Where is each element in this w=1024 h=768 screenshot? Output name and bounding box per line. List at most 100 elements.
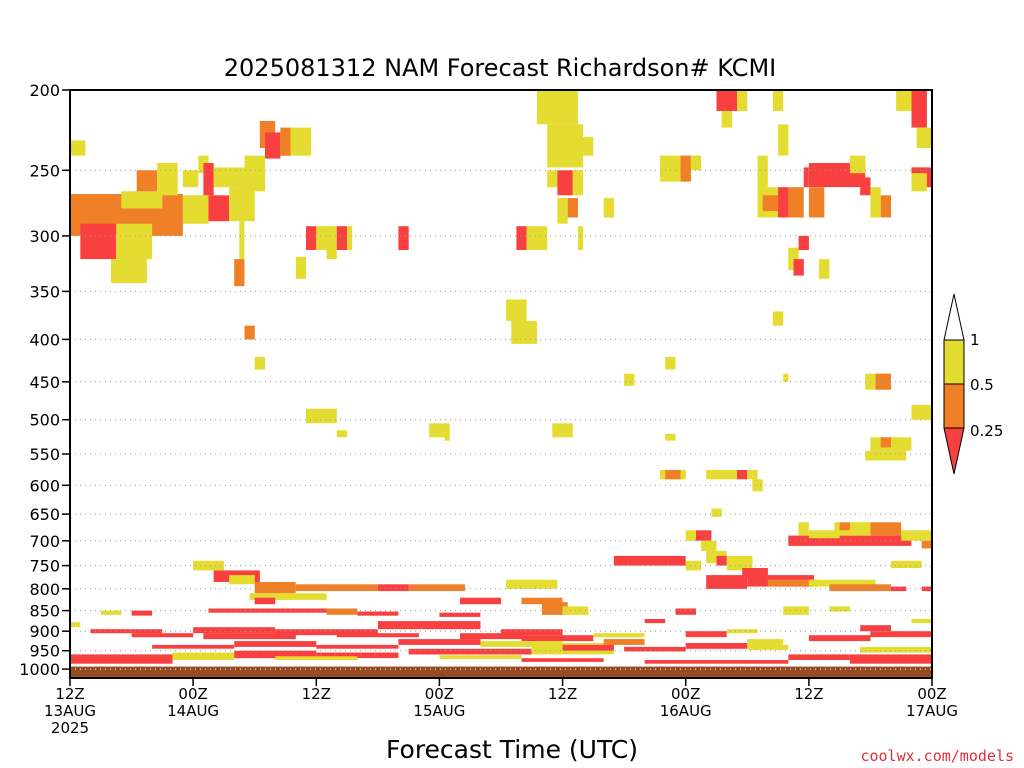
legend-box-05-1 xyxy=(943,339,965,385)
x-tick-label: 2025 xyxy=(51,719,89,737)
ri-cell xyxy=(562,644,614,651)
ri-cell xyxy=(865,450,907,461)
ri-cell xyxy=(798,522,809,536)
ri-cell xyxy=(254,597,276,605)
ri-cell xyxy=(808,579,876,587)
y-tick-label: 950 xyxy=(29,642,60,661)
ri-cell xyxy=(665,470,681,480)
ri-cell xyxy=(911,405,932,420)
ri-cell xyxy=(567,198,578,218)
ri-cell xyxy=(803,167,809,188)
y-tick-label: 650 xyxy=(29,505,60,524)
legend-lt025-arrow xyxy=(943,427,965,475)
colorbar-legend: 1 0.5 0.25 xyxy=(943,293,1003,475)
ri-cell xyxy=(511,321,537,344)
ri-cell xyxy=(742,568,768,578)
y-tick-label: 350 xyxy=(29,282,60,301)
ri-cell xyxy=(506,299,527,321)
ri-cell xyxy=(521,597,563,605)
ri-cell xyxy=(557,198,568,224)
ri-cell xyxy=(788,187,804,218)
ri-cell xyxy=(557,170,573,196)
legend-gt1-arrow xyxy=(943,293,965,341)
ri-cell xyxy=(911,173,927,192)
ri-cell xyxy=(839,522,850,531)
ri-cell xyxy=(131,633,194,638)
ri-cell xyxy=(690,155,702,171)
ri-cell xyxy=(762,195,779,212)
ri-cell xyxy=(675,608,696,615)
ri-cell xyxy=(234,259,245,287)
ri-cell xyxy=(290,127,312,156)
ri-cell xyxy=(121,191,163,209)
ri-cell xyxy=(460,597,501,605)
ri-cell xyxy=(336,430,348,438)
ri-cell xyxy=(265,132,281,159)
ri-cell xyxy=(408,648,532,655)
ri-cell xyxy=(182,170,199,188)
y-tick-label: 800 xyxy=(29,580,60,599)
ri-cell xyxy=(208,195,229,222)
ri-cell xyxy=(870,631,932,638)
ri-cell xyxy=(152,644,235,649)
ri-cell xyxy=(90,629,163,634)
y-tick-label: 700 xyxy=(29,532,60,551)
ri-cell xyxy=(70,622,81,628)
x-tick-label: 12Z xyxy=(302,685,331,703)
ri-cell xyxy=(280,127,291,156)
ri-cell xyxy=(772,311,784,326)
ri-cell xyxy=(275,629,378,636)
data-cells xyxy=(70,90,932,664)
ri-cell xyxy=(747,644,789,650)
ri-cell xyxy=(244,325,255,340)
ri-cell xyxy=(234,650,317,659)
ri-cell xyxy=(439,612,481,617)
ri-cell xyxy=(254,582,296,594)
ri-cell xyxy=(916,127,932,149)
ri-cell xyxy=(860,625,891,632)
x-tick-label: 12Z xyxy=(548,685,577,703)
ri-cell xyxy=(747,470,758,480)
y-tick-label: 200 xyxy=(29,81,60,100)
ri-cell xyxy=(808,187,825,218)
ri-cell xyxy=(552,423,573,438)
ri-cell xyxy=(819,259,830,279)
ri-cell xyxy=(783,373,789,382)
ri-cell xyxy=(578,226,584,250)
y-tick-label: 300 xyxy=(29,227,60,246)
ri-cell xyxy=(316,652,399,659)
ri-cell xyxy=(891,437,902,448)
ri-cell xyxy=(526,226,548,250)
ri-cell xyxy=(793,259,804,276)
ri-cell xyxy=(849,654,932,664)
ri-cell xyxy=(747,639,784,645)
chart-title: 2025081312 NAM Forecast Richardson# KCMI xyxy=(224,54,776,82)
ri-cell xyxy=(788,535,912,546)
ri-cell xyxy=(685,560,702,571)
ri-cell xyxy=(377,621,481,630)
ri-cell xyxy=(295,584,378,592)
ri-cell xyxy=(772,90,784,111)
ri-cell xyxy=(182,195,209,224)
ri-cell xyxy=(326,608,358,615)
ri-cell xyxy=(460,633,522,640)
y-tick-label: 450 xyxy=(29,373,60,392)
ri-cell xyxy=(116,223,153,260)
ri-cell xyxy=(326,226,337,260)
ri-cell xyxy=(778,124,789,156)
ri-cell xyxy=(306,408,337,424)
y-tick-label: 400 xyxy=(29,330,60,349)
ri-cell xyxy=(295,256,307,279)
ri-cell xyxy=(521,658,604,662)
y-tick-label: 900 xyxy=(29,622,60,641)
ri-cell xyxy=(778,187,789,218)
ri-cell xyxy=(357,611,399,616)
ri-cell xyxy=(921,540,932,549)
ri-cell xyxy=(347,226,353,250)
x-tick-label: 15AUG xyxy=(413,702,465,720)
y-tick-label: 250 xyxy=(29,161,60,180)
ri-cell xyxy=(726,629,758,634)
ri-cell xyxy=(254,357,265,370)
ri-cell xyxy=(536,90,578,125)
y-tick-label: 1000 xyxy=(19,660,60,679)
